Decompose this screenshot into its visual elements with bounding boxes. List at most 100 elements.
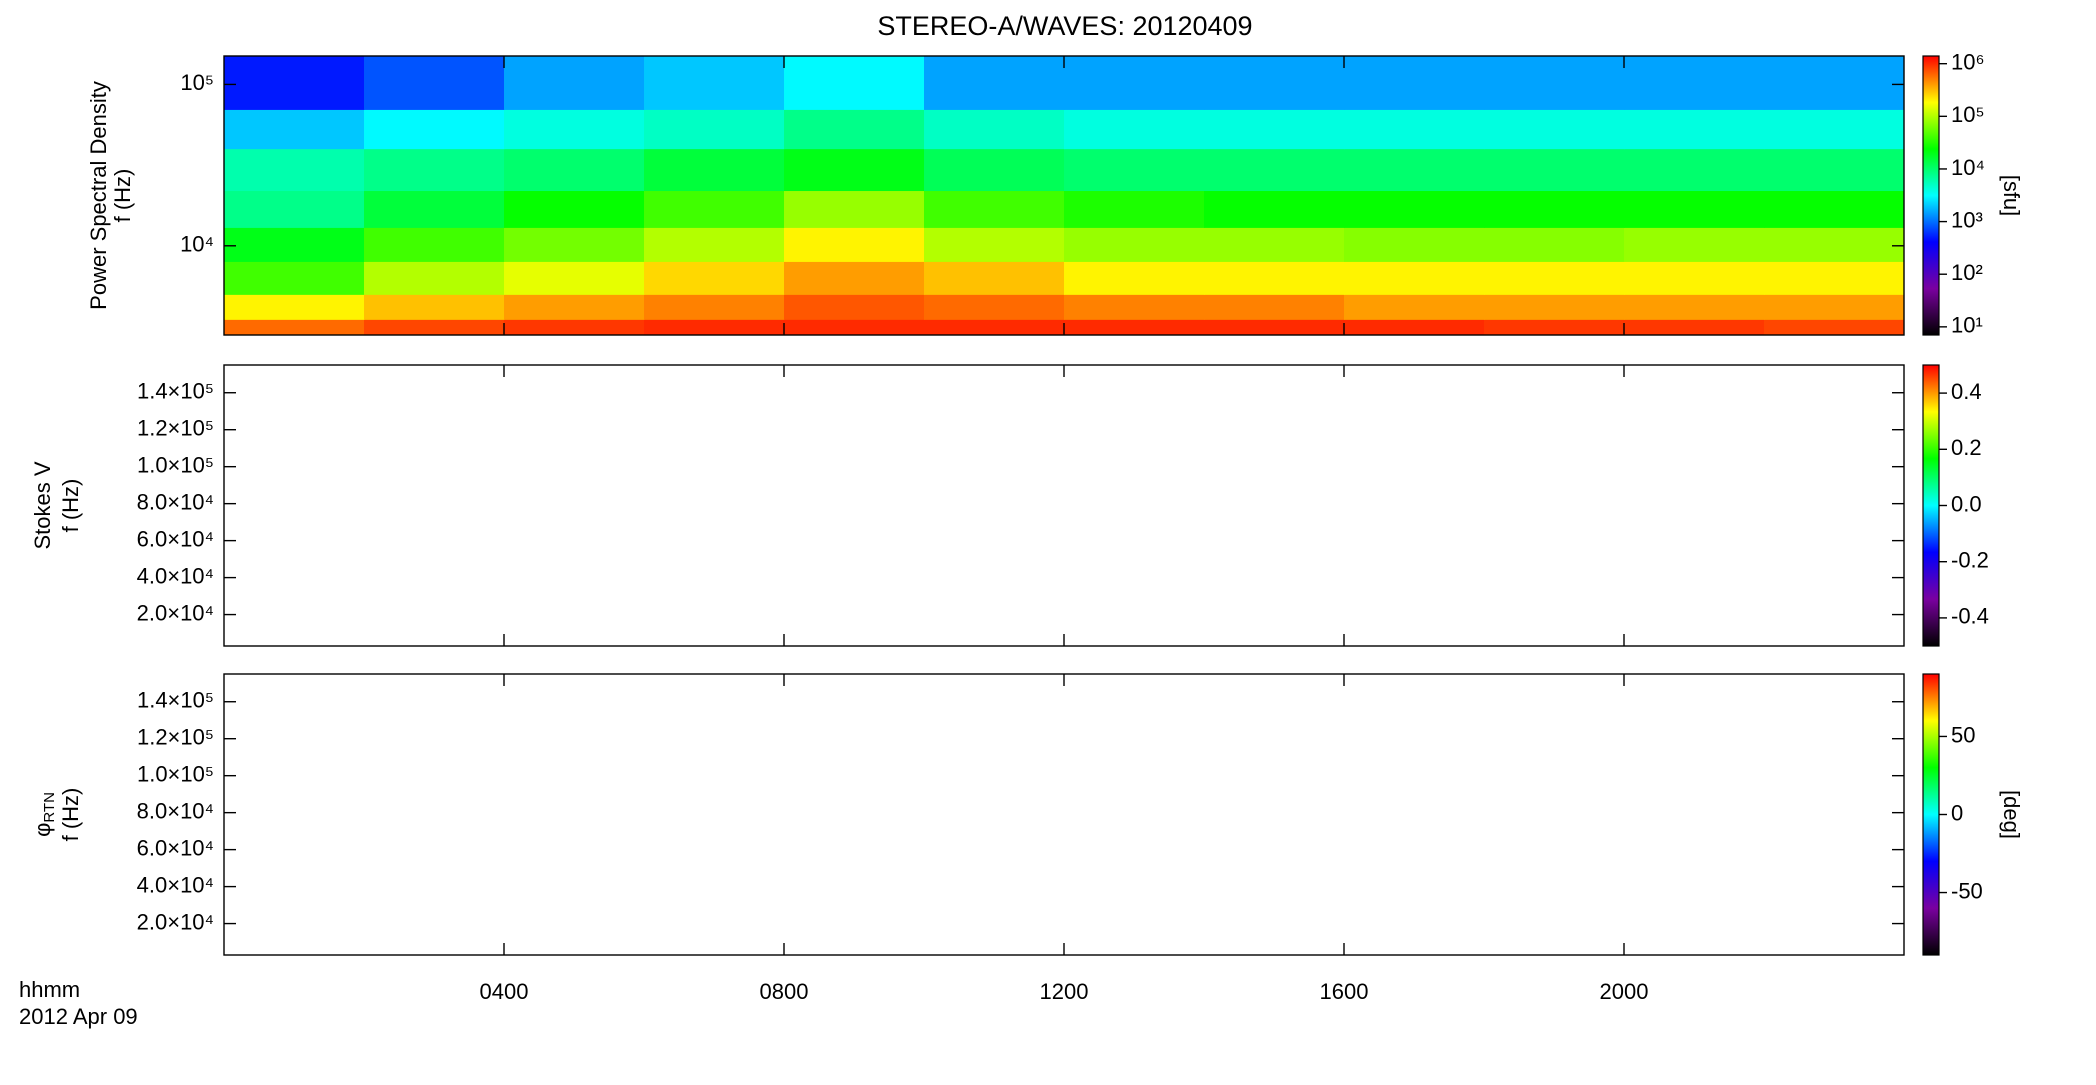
heatmap-cell (224, 56, 365, 110)
heatmap-cell (1344, 294, 1485, 320)
heatmap-cell (1204, 56, 1345, 110)
heatmap-cell (644, 56, 785, 110)
y-axis-title-sub: RTN (41, 792, 58, 823)
heatmap-cell (924, 319, 1065, 336)
heatmap-cell (1764, 190, 1905, 228)
heatmap-cell (924, 109, 1065, 150)
plot-frame (223, 364, 1905, 647)
colorbar-title: [sfu] (1999, 175, 2024, 217)
heatmap-cell (1344, 56, 1485, 110)
heatmap-cell (784, 227, 925, 262)
heatmap-cell (1204, 261, 1345, 295)
y-tick-label: 2.0×10⁴ (137, 600, 214, 625)
y-tick-label: 6.0×10⁴ (137, 526, 214, 551)
heatmap-cell (1064, 261, 1205, 295)
heatmap-cell (1344, 148, 1485, 192)
heatmap-cell (1624, 227, 1765, 262)
heatmap-cell (924, 261, 1065, 295)
heatmap-cell (1624, 294, 1765, 320)
heatmap-cell (1204, 109, 1345, 150)
colorbar-tick-label: 10² (1951, 260, 1983, 285)
colorbar-tick-label: 0.4 (1951, 379, 1982, 404)
y-tick-label: 6.0×10⁴ (137, 835, 214, 860)
y-tick-label: 1.2×10⁵ (137, 416, 214, 441)
x-tick-label: 2000 (1600, 979, 1649, 1004)
y-axis-title-main: Power Spectral Density (86, 81, 111, 310)
colorbar-tick-label: -50 (1951, 878, 1983, 903)
heatmap-cell (1484, 109, 1625, 150)
heatmap-cell (504, 294, 645, 320)
colorbar (1922, 55, 1940, 336)
heatmap-cell (1764, 294, 1905, 320)
heatmap-cell (1484, 56, 1625, 110)
heatmap-cell (1064, 319, 1205, 336)
y-tick-label: 10⁵ (180, 70, 214, 95)
y-tick-label: 1.4×10⁵ (137, 379, 214, 404)
heatmap-cell (1484, 190, 1625, 228)
heatmap-cell (924, 56, 1065, 110)
heatmap-cell (784, 148, 925, 192)
heatmap-cell (644, 319, 785, 336)
y-axis-title: f (Hz) (58, 788, 83, 842)
heatmap-cell (364, 227, 505, 262)
x-tick-label: 1600 (1320, 979, 1369, 1004)
heatmap-cell (1624, 261, 1765, 295)
heatmap-cell (1344, 261, 1485, 295)
heatmap-cell (924, 148, 1065, 192)
y-tick-label: 8.0×10⁴ (137, 798, 214, 823)
heatmap-cell (1064, 148, 1205, 192)
y-tick-label: 8.0×10⁴ (137, 489, 214, 514)
heatmap-cell (1064, 190, 1205, 228)
heatmap-cell (644, 190, 785, 228)
y-tick-label: 4.0×10⁴ (137, 563, 214, 588)
heatmap-cell (224, 148, 365, 192)
colorbar-tick-label: 0.2 (1951, 435, 1982, 460)
heatmap-cell (1484, 261, 1625, 295)
heatmap-cell (224, 109, 365, 150)
heatmap-cell (1344, 227, 1485, 262)
heatmap-cell (504, 190, 645, 228)
heatmap-cell (1764, 261, 1905, 295)
heatmap-cell (504, 227, 645, 262)
heatmap-cell (504, 109, 645, 150)
colorbar-tick-label: 10⁶ (1951, 50, 1985, 75)
y-axis-title: Stokes V (30, 461, 55, 549)
heatmap-cell (1764, 109, 1905, 150)
heatmap-cell (1624, 319, 1765, 336)
heatmap-cell (504, 56, 645, 110)
heatmap-cell (1484, 319, 1625, 336)
heatmap-cell (1764, 148, 1905, 192)
y-tick-label: 1.0×10⁵ (137, 452, 214, 477)
heatmap-cell (1764, 227, 1905, 262)
heatmap-cell (364, 56, 505, 110)
time-label: hhmm (19, 977, 80, 1002)
heatmap-cell (1624, 56, 1765, 110)
heatmap-cell (1064, 56, 1205, 110)
heatmap-cell (784, 261, 925, 295)
heatmap-cell (784, 56, 925, 110)
heatmap-cell (1344, 319, 1485, 336)
heatmap-cell (1624, 109, 1765, 150)
heatmap-cell (644, 109, 785, 150)
heatmap-cell (224, 319, 365, 336)
colorbar-tick-label: 10⁴ (1951, 155, 1985, 180)
colorbar-tick-label: 10³ (1951, 207, 1983, 232)
heatmap-cell (364, 148, 505, 192)
colorbar-tick-label: 10⁵ (1951, 102, 1985, 127)
figure-title: STEREO-A/WAVES: 20120409 (877, 11, 1252, 41)
heatmap-cell (1484, 148, 1625, 192)
heatmap-cell (644, 261, 785, 295)
colorbar-tick-label: -0.4 (1951, 604, 1989, 629)
heatmap-cell (784, 319, 925, 336)
date-label: 2012 Apr 09 (19, 1004, 138, 1029)
heatmap-cell (224, 294, 365, 320)
heatmap-cell (1064, 294, 1205, 320)
x-tick-label: 1200 (1040, 979, 1089, 1004)
y-tick-label: 10⁴ (180, 232, 214, 257)
y-tick-label: 2.0×10⁴ (137, 909, 214, 934)
y-tick-label: 1.0×10⁵ (137, 761, 214, 786)
heatmap-cell (364, 319, 505, 336)
heatmap-cell (1204, 227, 1345, 262)
